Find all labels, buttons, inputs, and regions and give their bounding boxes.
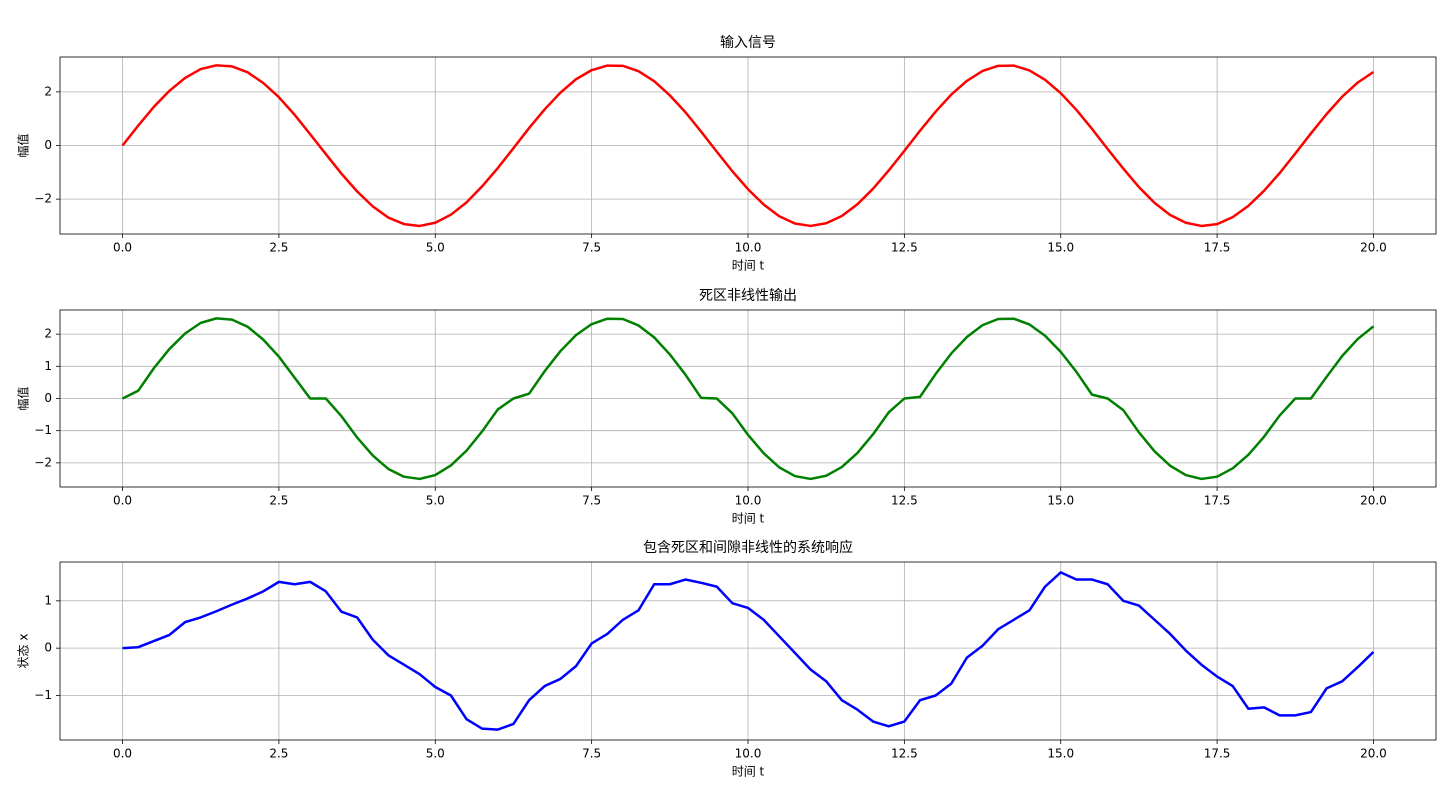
y-tick-label: 0: [44, 641, 52, 655]
x-tick-label: 17.5: [1204, 494, 1231, 508]
x-tick-label: 5.0: [426, 747, 445, 761]
y-tick-label: −2: [34, 192, 52, 206]
x-tick-label: 0.0: [113, 747, 132, 761]
y-axis-label: 状态 x: [17, 634, 31, 669]
x-tick-label: 7.5: [582, 494, 601, 508]
x-tick-label: 0.0: [113, 494, 132, 508]
y-tick-label: −1: [34, 688, 52, 702]
y-axis-label: 幅值: [16, 133, 31, 157]
data-line: [122, 571, 1375, 731]
chart-title: 输入信号: [720, 35, 776, 51]
x-tick-label: 20.0: [1360, 747, 1387, 761]
y-tick-label: 0: [44, 138, 52, 152]
x-tick-label: 10.0: [735, 241, 762, 255]
x-tick-label: 0.0: [113, 241, 132, 255]
x-axis-label: 时间 t: [732, 765, 765, 779]
x-tick-label: 12.5: [891, 241, 918, 255]
x-tick-label: 2.5: [269, 747, 288, 761]
x-tick-label: 20.0: [1360, 241, 1387, 255]
x-tick-label: 2.5: [269, 494, 288, 508]
data-line: [121, 64, 1375, 228]
axes-frame: [59, 56, 1437, 235]
y-tick-label: 1: [44, 359, 52, 373]
axes-frame: [59, 561, 1437, 741]
x-tick-label: 5.0: [426, 494, 445, 508]
y-tick-label: 1: [44, 593, 52, 607]
x-tick-label: 15.0: [1047, 241, 1074, 255]
x-tick-label: 17.5: [1204, 747, 1231, 761]
data-line: [121, 317, 1375, 481]
x-tick-label: 7.5: [582, 241, 601, 255]
x-tick-label: 2.5: [269, 241, 288, 255]
y-tick-label: 0: [44, 391, 52, 405]
x-tick-label: 15.0: [1047, 494, 1074, 508]
x-tick-label: 20.0: [1360, 494, 1387, 508]
x-tick-label: 17.5: [1204, 241, 1231, 255]
x-axis-label: 时间 t: [732, 512, 765, 526]
x-tick-label: 15.0: [1047, 747, 1074, 761]
y-axis-label: 幅值: [16, 386, 31, 410]
axes-frame: [59, 309, 1437, 488]
y-tick-label: 2: [44, 327, 52, 341]
x-tick-label: 7.5: [582, 747, 601, 761]
chart-title: 死区非线性输出: [699, 288, 797, 304]
y-tick-label: −2: [34, 455, 52, 469]
x-axis-label: 时间 t: [732, 259, 765, 273]
x-tick-label: 12.5: [891, 747, 918, 761]
x-tick-label: 10.0: [735, 494, 762, 508]
x-tick-label: 12.5: [891, 494, 918, 508]
y-tick-label: 2: [44, 84, 52, 98]
chart-title: 包含死区和间隙非线性的系统响应: [643, 539, 853, 556]
x-tick-label: 10.0: [735, 747, 762, 761]
y-tick-label: −1: [34, 423, 52, 437]
x-tick-label: 5.0: [426, 241, 445, 255]
